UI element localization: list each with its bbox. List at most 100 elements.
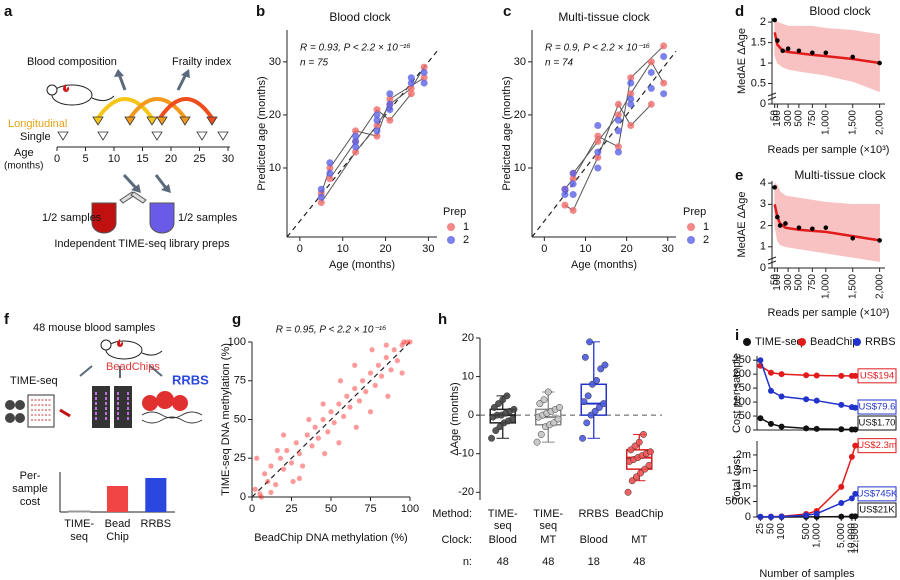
confidence-band [825,201,854,258]
row-label: Method: [432,508,472,520]
y-tick-label: -10 [458,448,474,460]
panel-label: f [4,311,10,328]
point [252,486,258,492]
point [404,339,410,345]
point [386,95,394,103]
arrow [131,184,141,193]
legend-swatch [447,223,455,231]
y-tick-label: 20 [462,332,474,344]
legend-title: Prep [683,206,706,218]
value-label-box [857,399,897,415]
trajectory-line [329,141,356,179]
value-label-box [857,486,897,502]
point [293,440,299,446]
point [767,420,774,427]
x-tick-label: 30 [422,243,434,255]
y-tick-label: 4 [760,177,766,189]
point [767,369,774,376]
y-axis-label: TIME-seq DNA methylation (%) [220,343,232,496]
point [647,58,655,66]
point [777,223,783,228]
label: (months) [4,161,43,172]
x-tick-label: 2,000 [874,110,885,135]
point [317,199,325,206]
x-tick-label: 2,000 [874,274,885,299]
annotation: n = 74 [545,58,574,69]
x-tick-label: TIME-seq [64,518,94,543]
point [852,404,859,411]
y-tick-label: 50 [739,410,751,422]
point [852,442,859,449]
point [660,53,668,61]
point [569,180,577,188]
arrow [154,174,168,189]
point [601,361,609,369]
point [647,84,655,92]
trajectory-line [630,103,652,126]
identity-line [251,341,411,498]
point [509,415,516,423]
point [660,42,668,50]
panel-a: Blood composition Frailty index Longitud… [4,56,238,250]
chart-title: Multi-tissue clock [558,10,650,24]
y-tick-label: 1 [760,241,766,253]
x-tick-label: 100 [772,274,783,291]
value-label: US$194 [860,370,894,381]
point [273,482,279,488]
point [627,122,635,130]
age-tick-label: 20 [165,153,177,165]
method-label: RRBS [172,372,209,387]
point [554,415,562,423]
trajectory-line [320,151,356,203]
point [583,419,591,427]
age-tick-label: 0 [54,153,60,165]
point [328,409,334,415]
annotation: R = 0.9, P < 2.2 × 10⁻¹⁶ [545,43,650,54]
point [257,491,263,497]
identity-line [531,50,677,238]
arrow [122,173,138,190]
arrow [79,365,163,378]
method-label: BeadChips [106,361,160,373]
x-tick-label: 100 [776,523,787,540]
y-tick-label: 10 [462,370,474,382]
point [290,478,296,485]
point [848,495,855,502]
row-label: Clock: [441,534,472,546]
legend-label: 1 [463,221,469,233]
point [803,512,810,519]
point [401,339,407,345]
point [838,483,845,490]
point [537,430,545,438]
point [561,185,569,193]
x-tick-label: 1,000 [811,523,822,548]
x-tick-label: 1,500 [847,110,858,135]
y-tick-label: 100 [733,396,751,408]
y-tick-label: 1.5m [727,464,751,476]
point [645,461,653,469]
y-tick-label: 30 [269,56,281,68]
y-tick-label: 2m [736,449,751,461]
legend-swatch [743,338,751,346]
point [838,426,845,433]
point [352,137,360,145]
point [394,358,400,364]
x-tick-label: 300 [783,274,794,291]
point [803,425,810,432]
point [367,370,374,376]
point [540,396,548,404]
point [778,423,785,430]
x-axis-label: Age (months) [571,259,637,271]
point [326,175,334,183]
y-tick-label: 500K [725,495,751,507]
point [420,68,428,76]
trajectory-line [329,130,356,169]
rrbs-icon [141,391,203,424]
legend-label: 2 [703,234,709,246]
trajectory-line [617,77,632,147]
panel-label: i [735,327,739,344]
blood-drop [63,84,69,92]
point [281,466,287,472]
point [569,169,577,177]
category-label: TIME-seq [488,508,518,532]
